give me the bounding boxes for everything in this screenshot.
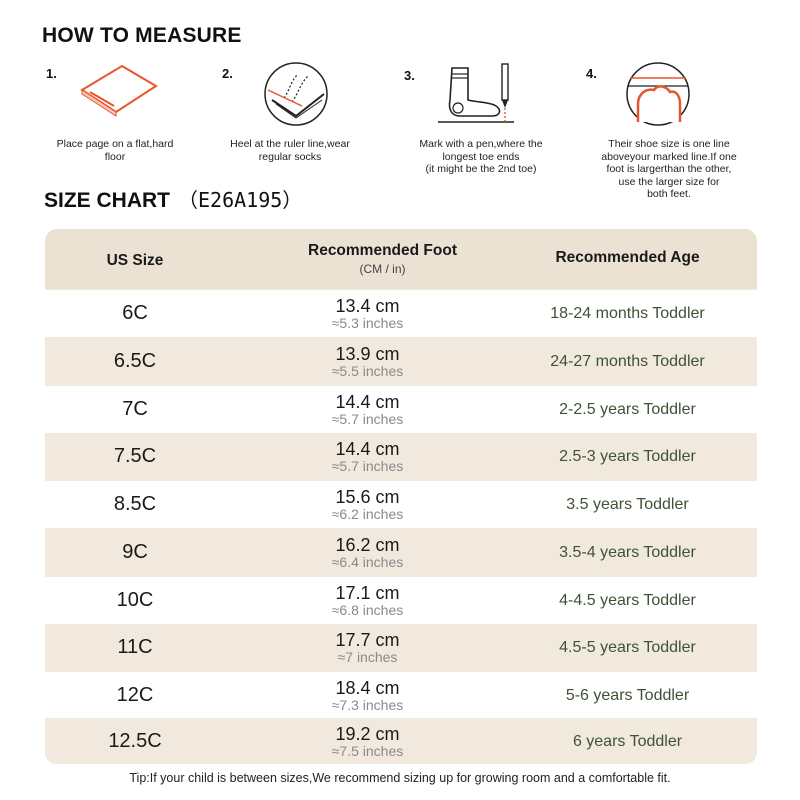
header-recommended-foot: Recommended Foot (CM / in) — [275, 242, 490, 276]
foot-length-cell: 13.4 cm ≈5.3 inches — [331, 295, 404, 331]
foot-length-cell: 19.2 cm ≈7.5 inches — [331, 723, 404, 759]
table-row: 12.5C 19.2 cm ≈7.5 inches 6 years Toddler — [45, 718, 757, 764]
table-row: 10C 17.1 cm ≈6.8 inches 4-4.5 years Toddl… — [45, 577, 757, 624]
age-cell: 3.5-4 years Toddler — [559, 543, 696, 561]
how-to-measure-title: HOW TO MEASURE — [42, 24, 242, 47]
header-us-size: US Size — [106, 252, 164, 269]
measure-step-4: 4. Their shoe size is one line aboveyour… — [586, 60, 776, 210]
step-caption: Place page on a flat,hard floor — [56, 138, 174, 163]
table-row: 7.5C 14.4 cm ≈5.7 inches 2.5-3 years Todd… — [45, 433, 757, 480]
step-number: 3. — [404, 68, 415, 83]
header-recommended-age: Recommended Age — [555, 249, 700, 266]
foot-length-cell: 17.7 cm ≈7 inches — [335, 629, 400, 665]
header-foot-unit: (CM / in) — [359, 262, 406, 276]
measure-steps: 1. Place page on a flat,hard floor 2. — [0, 60, 800, 210]
foot-length-cell: 16.2 cm ≈6.4 inches — [331, 534, 404, 570]
foot-length-cell: 17.1 cm ≈6.8 inches — [331, 582, 404, 618]
age-cell: 5-6 years Toddler — [565, 686, 690, 704]
model-code: （E26A195） — [178, 188, 303, 212]
step-number: 2. — [222, 66, 233, 81]
us-size-cell: 12.5C — [108, 730, 162, 752]
us-size-cell: 6.5C — [113, 350, 157, 372]
age-cell: 6 years Toddler — [572, 732, 683, 750]
table-row: 8.5C 15.6 cm ≈6.2 inches 3.5 years Toddle… — [45, 481, 757, 528]
age-cell: 2.5-3 years Toddler — [559, 447, 696, 465]
step-number: 4. — [586, 66, 597, 81]
us-size-cell: 9C — [122, 541, 148, 563]
sizing-tip: Tip:If your child is between sizes,We re… — [129, 771, 671, 785]
foot-length-cell: 14.4 cm ≈5.7 inches — [331, 438, 404, 474]
size-chart-table: US Size Recommended Foot (CM / in) Recom… — [45, 229, 757, 764]
foot-length-cell: 18.4 cm ≈7.3 inches — [331, 677, 404, 713]
age-cell: 18-24 months Toddler — [550, 304, 705, 322]
table-row: 9C 16.2 cm ≈6.4 inches 3.5-4 years Toddle… — [45, 529, 757, 576]
age-cell: 4-4.5 years Toddler — [559, 591, 696, 609]
heel-at-line-icon — [262, 60, 332, 135]
table-row: 7C 14.4 cm ≈5.7 inches 2-2.5 years Toddle… — [45, 386, 757, 433]
age-cell: 4.5-5 years Toddler — [559, 638, 696, 656]
toe-line-icon — [624, 60, 694, 135]
table-row: 11C 17.7 cm ≈7 inches 4.5-5 years Toddler — [45, 624, 757, 671]
size-chart-title: SIZE CHART （E26A195） — [44, 184, 302, 213]
foot-length-cell: 15.6 cm ≈6.2 inches — [331, 486, 404, 522]
measure-step-3: 3. Mark with a pen,where the longest toe… — [404, 60, 594, 210]
table-row: 12C 18.4 cm ≈7.3 inches 5-6 years Toddler — [45, 672, 757, 719]
step-caption: Heel at the ruler line,wear regular sock… — [230, 138, 350, 163]
size-chart-label: SIZE CHART — [44, 189, 170, 212]
table-header: US Size Recommended Foot (CM / in) Recom… — [45, 229, 757, 289]
paper-on-floor-icon — [76, 60, 166, 125]
sock-and-pen-icon — [434, 60, 524, 135]
age-cell: 3.5 years Toddler — [566, 495, 689, 513]
us-size-cell: 6C — [122, 302, 148, 324]
table-row: 6.5C 13.9 cm ≈5.5 inches 24-27 months Tod… — [45, 338, 757, 385]
foot-length-cell: 14.4 cm ≈5.7 inches — [331, 391, 404, 427]
age-cell: 2-2.5 years Toddler — [559, 400, 696, 418]
step-number: 1. — [46, 66, 57, 81]
us-size-cell: 12C — [116, 684, 154, 706]
table-row: 6C 13.4 cm ≈5.3 inches 18-24 months Toddl… — [45, 290, 757, 337]
measure-step-2: 2. Heel at the ruler line,wear regular s… — [222, 60, 412, 210]
step-caption: Mark with a pen,where the longest toe en… — [419, 138, 543, 175]
step-caption: Their shoe size is one line aboveyour ma… — [601, 138, 737, 200]
age-cell: 24-27 months Toddler — [550, 352, 705, 370]
us-size-cell: 7.5C — [113, 445, 157, 467]
measure-step-1: 1. Place page on a flat,hard floor — [46, 60, 236, 210]
foot-length-cell: 13.9 cm ≈5.5 inches — [331, 343, 404, 379]
us-size-cell: 7C — [122, 398, 148, 420]
us-size-cell: 11C — [117, 636, 153, 658]
us-size-cell: 8.5C — [113, 493, 157, 515]
us-size-cell: 10C — [116, 589, 154, 611]
